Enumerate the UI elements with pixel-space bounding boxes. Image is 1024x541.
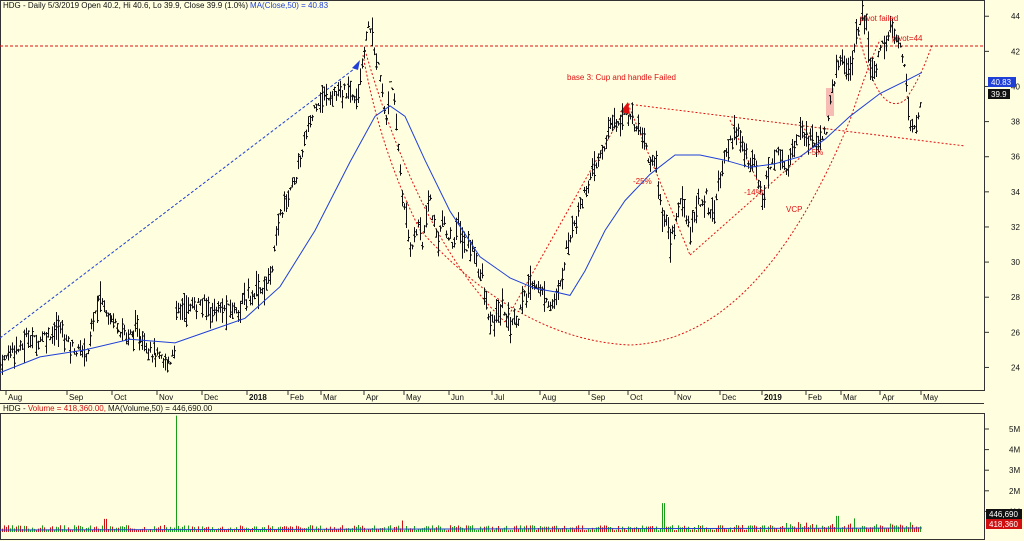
- price-tick-label: 38: [1011, 118, 1020, 127]
- price-tick-label: 30: [1011, 258, 1020, 267]
- price-tick-label: 36: [1011, 153, 1020, 162]
- close-price-badge: [988, 89, 1010, 99]
- volume-header: HDG - Volume = 418,360.00, MA(Volume,50) …: [3, 404, 213, 413]
- date-tick-label: Apr: [366, 393, 379, 402]
- price-tick-label: 28: [1011, 293, 1020, 302]
- base3-rise-line: [504, 103, 629, 323]
- vcp-low-trend: [689, 139, 821, 256]
- volume-ma-line: [0, 527, 923, 531]
- date-tick-label: May: [923, 393, 938, 402]
- date-tick-label: Oct: [630, 393, 643, 402]
- base3-resistance-line: [627, 103, 966, 147]
- date-tick-label: Jun: [451, 393, 464, 402]
- date-tick-label: 2018: [249, 393, 267, 402]
- volume-tick-label: 3M: [1009, 466, 1020, 475]
- price-tick-label: 24: [1011, 363, 1020, 372]
- vcp-drop-25: [627, 103, 691, 256]
- price-tick-label: 32: [1011, 223, 1020, 232]
- date-tick-label: Nov: [677, 393, 691, 402]
- volume-tick-label: 5M: [1009, 425, 1020, 434]
- date-tick-label: May: [406, 393, 421, 402]
- price-tick-label: 34: [1011, 188, 1020, 197]
- date-tick-label: Apr: [882, 393, 895, 402]
- drawdown-25-label: -25%: [633, 177, 652, 186]
- price-panel-frame: [0, 0, 985, 391]
- uptrend-arrow-icon: [352, 60, 360, 70]
- date-tick-label: Sep: [69, 393, 84, 402]
- volume-panel-frame: [0, 413, 985, 540]
- pivot-failed-label: pivot failed: [860, 14, 898, 23]
- date-tick-label: Oct: [114, 393, 127, 402]
- drawdown-5-label: -5%: [809, 148, 823, 157]
- ma-price-badge: [988, 77, 1016, 87]
- pivot-44-label: pivot=44: [892, 34, 923, 43]
- volume-tick-label: 2M: [1009, 487, 1020, 496]
- drawdown-14-label: -14%: [744, 188, 763, 197]
- date-axis: Aug Sep Oct Nov Dec 2018 Feb Mar Apr May Jun Jul Aug…: [5, 391, 938, 402]
- volume-badge: [986, 519, 1022, 529]
- volume-ma-badge: [986, 509, 1022, 519]
- date-tick-label: 2019: [764, 393, 782, 402]
- volume-ma-badge-text: 446,690: [989, 510, 1018, 519]
- date-tick-label: Jul: [494, 393, 504, 402]
- pivot-curve: [857, 29, 933, 105]
- ma-price-badge-text: 40.83: [991, 78, 1012, 87]
- date-tick-label: Sep: [591, 393, 606, 402]
- date-tick-label: Mar: [323, 393, 337, 402]
- date-tick-label: Aug: [542, 393, 556, 402]
- price-header: HDG - Daily 5/3/2019 Open 40.2, Hi 40.6,…: [3, 1, 329, 10]
- price-tick-label: 26: [1011, 328, 1020, 337]
- date-tick-label: Aug: [8, 393, 22, 402]
- close-price-badge-text: 39.9: [991, 90, 1007, 99]
- volume-badge-text: 418,360: [989, 520, 1018, 529]
- vcp-label: VCP: [786, 205, 802, 214]
- date-tick-label: Dec: [722, 393, 736, 402]
- base3-label: base 3: Cup and handle Failed: [567, 73, 676, 82]
- volume-tick-label: 4M: [1009, 446, 1020, 455]
- date-tick-label: Dec: [204, 393, 218, 402]
- ma50-line: [0, 71, 923, 374]
- price-bars: [0, 0, 922, 375]
- date-tick-label: Mar: [843, 393, 857, 402]
- price-tick-label: 44: [1011, 12, 1020, 21]
- date-tick-label: Nov: [159, 393, 173, 402]
- date-tick-label: Feb: [290, 393, 304, 402]
- price-tick-label: 42: [1011, 47, 1020, 56]
- date-tick-label: Feb: [808, 393, 822, 402]
